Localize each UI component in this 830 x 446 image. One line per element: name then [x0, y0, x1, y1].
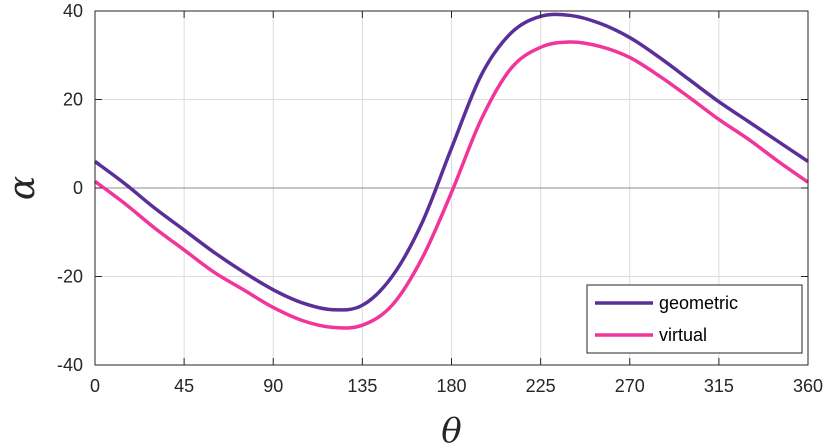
legend-box — [586, 284, 803, 354]
y-axis-label: α — [2, 176, 43, 200]
x-tick-label: 135 — [347, 376, 377, 396]
x-tick-label: 360 — [793, 376, 823, 396]
y-tick-label: 20 — [63, 90, 83, 110]
x-tick-label: 90 — [263, 376, 283, 396]
legend: geometric virtual — [586, 284, 803, 354]
ticks — [94, 10, 809, 366]
series-line-virtual — [93, 40, 810, 330]
x-tick-label: 225 — [526, 376, 556, 396]
y-tick-label: 0 — [73, 178, 83, 198]
tick-labels: 0 45 90 135 180 225 270 315 360 -40 -20 0 20 40 — [57, 1, 823, 396]
y-tick-label: 40 — [63, 1, 83, 21]
x-axis-label: θ — [441, 411, 461, 446]
series-layer — [93, 12, 810, 330]
legend-label-geometric: geometric — [659, 293, 738, 313]
series-line-geometric — [93, 12, 809, 312]
x-tick-label: 0 — [90, 376, 100, 396]
x-tick-label: 180 — [436, 376, 466, 396]
legend-label-virtual: virtual — [659, 325, 707, 345]
x-tick-label: 315 — [704, 376, 734, 396]
y-tick-label: -40 — [57, 355, 83, 375]
y-tick-label: -20 — [57, 267, 83, 287]
x-tick-label: 45 — [174, 376, 194, 396]
x-tick-label: 270 — [615, 376, 645, 396]
